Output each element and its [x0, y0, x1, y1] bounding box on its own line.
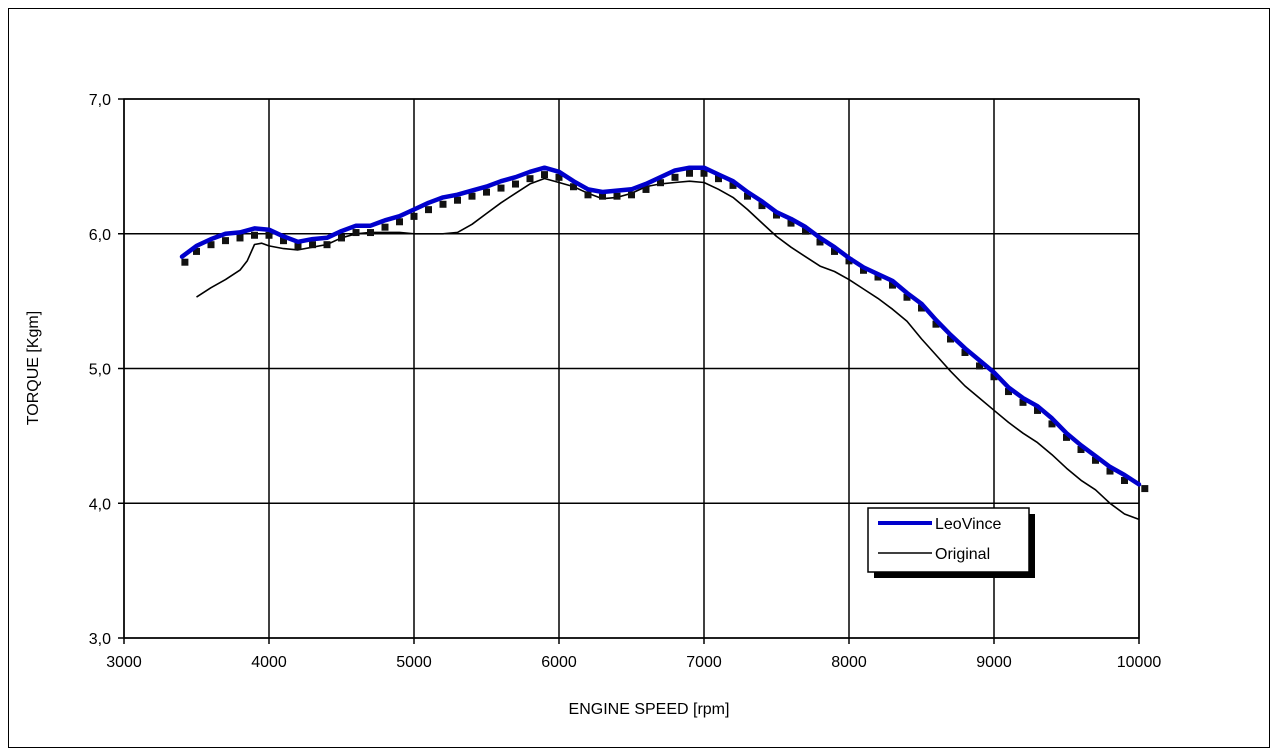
y-axis-title: TORQUE [Kgm] — [25, 311, 42, 425]
legend: LeoVince Original — [867, 507, 1035, 578]
series-marker-point — [613, 192, 621, 200]
series-marker-point — [541, 171, 548, 179]
series-marker-point — [1048, 420, 1056, 428]
series-marker-point — [410, 212, 418, 220]
series-marker-point — [1034, 406, 1041, 414]
series-marker-point — [454, 196, 461, 204]
y-tick-label: 4,0 — [89, 496, 111, 513]
series-marker-point — [526, 175, 534, 183]
series-marker-point — [976, 362, 983, 370]
series-marker-point — [367, 229, 374, 237]
series-marker-point — [323, 241, 331, 249]
series-marker-point — [1141, 485, 1149, 493]
series-original-line — [196, 177, 1140, 521]
series-marker-point — [932, 320, 940, 328]
series-marker-point — [584, 191, 592, 199]
series-marker-point — [947, 335, 954, 343]
legend-label-original: Original — [935, 546, 990, 563]
torque-chart: 3,0 4,0 5,0 6,0 7,0 3000 4000 5000 6000 7000 8000… — [25, 92, 1161, 718]
series-marker-point — [396, 218, 403, 226]
y-tick-labels: 3,0 4,0 5,0 6,0 7,0 — [89, 92, 111, 648]
series-marker-point — [497, 184, 505, 192]
series-marker-point — [628, 191, 635, 199]
series-marker-point — [555, 173, 563, 181]
series-marker-point — [222, 237, 229, 245]
y-tick-label: 3,0 — [89, 631, 111, 648]
series-marker-point — [831, 247, 838, 255]
series-marker-point — [860, 266, 867, 274]
series-marker-point — [874, 273, 882, 281]
series-marker-point — [758, 202, 766, 210]
series-marker-point — [309, 241, 316, 249]
series-marker-point — [903, 293, 911, 301]
series-marker-point — [512, 180, 519, 188]
y-tick-label: 5,0 — [89, 362, 111, 379]
series-marker-point — [425, 206, 432, 214]
series-marker-point — [773, 211, 780, 219]
chart-frame — [8, 8, 1270, 748]
series-marker-point — [671, 173, 679, 181]
series-marker-point — [787, 219, 795, 227]
x-tick-label: 6000 — [541, 654, 577, 671]
series-marker-point — [483, 188, 490, 196]
y-tick-label: 7,0 — [89, 92, 111, 109]
series-marker-point — [280, 237, 287, 245]
series-marker-point — [439, 200, 447, 208]
series-marker-point — [1092, 456, 1099, 464]
series-marker-point — [181, 258, 189, 266]
series-marker-point — [1063, 433, 1070, 441]
series-marker-point — [889, 281, 896, 289]
series-leovince-line — [179, 165, 1142, 487]
series-marker-point — [599, 192, 606, 200]
series-marker-point — [265, 231, 273, 239]
x-tick-label: 4000 — [251, 654, 287, 671]
series-marker-point — [338, 234, 345, 242]
plot-area-border — [123, 98, 1140, 639]
series-marker-point — [251, 231, 258, 239]
series-marker-point — [700, 169, 708, 177]
x-tick-label: 5000 — [396, 654, 432, 671]
series-marker-point — [686, 169, 693, 177]
series-marker-point — [570, 183, 577, 191]
series-marker-point — [918, 304, 925, 312]
x-tick-label: 7000 — [686, 654, 722, 671]
x-tick-label: 8000 — [831, 654, 867, 671]
legend-label-leovince: LeoVince — [935, 516, 1002, 533]
series-layer — [179, 165, 1149, 521]
y-tick-label: 6,0 — [89, 227, 111, 244]
series-marker-point — [1019, 398, 1027, 406]
x-tick-label: 9000 — [976, 654, 1012, 671]
series-marker-point — [715, 175, 722, 183]
series-marker-point — [961, 348, 969, 356]
series-marker-point — [352, 229, 360, 237]
series-marker-point — [381, 223, 389, 231]
series-marker-point — [657, 179, 664, 187]
series-marker-point — [468, 192, 476, 200]
series-marker-point — [802, 227, 809, 235]
series-marker-point — [642, 185, 650, 193]
series-marker-point — [990, 373, 998, 381]
series-marker-point — [294, 242, 302, 250]
series-marker-point — [236, 234, 244, 242]
series-marker-point — [1106, 467, 1114, 475]
x-tick-labels: 3000 4000 5000 6000 7000 8000 9000 10000 — [106, 654, 1161, 671]
x-tick-label: 10000 — [1117, 654, 1162, 671]
series-marker-point — [816, 238, 824, 246]
series-marker-point — [1077, 446, 1085, 454]
legend-box — [867, 507, 1030, 573]
series-marker-point — [744, 192, 751, 200]
series-marker-point — [845, 257, 853, 265]
series-marker-point — [729, 181, 737, 189]
series-marker-point — [1005, 388, 1012, 396]
series-marker-point — [1121, 476, 1128, 484]
series-marker-point — [207, 241, 215, 249]
x-tick-label: 3000 — [106, 654, 142, 671]
series-marker-point — [193, 247, 200, 255]
x-axis-title: ENGINE SPEED [rpm] — [569, 701, 730, 718]
